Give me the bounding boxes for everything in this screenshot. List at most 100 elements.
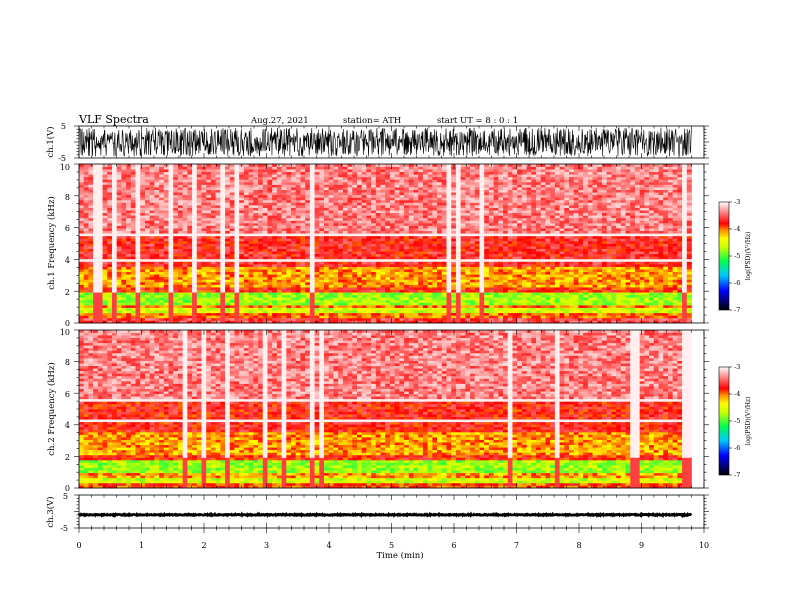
spectrogram-cell <box>441 235 447 239</box>
spectrogram-cell <box>168 299 174 303</box>
spectrogram-cell <box>93 317 99 321</box>
spectrogram-cell <box>79 269 85 273</box>
spectrogram-cell <box>144 307 151 311</box>
spectrogram-cell <box>163 317 169 321</box>
spectrogram-cell <box>116 205 122 208</box>
spectrogram-cell <box>291 297 297 301</box>
spectrogram-cell <box>319 294 325 298</box>
spectrogram-cell <box>121 181 127 185</box>
spectrogram-cell <box>338 238 344 242</box>
spectrogram-cell <box>239 230 245 234</box>
spectrogram-cell <box>295 233 301 237</box>
spectrogram-cell <box>366 230 372 234</box>
spectrogram-cell <box>97 320 103 324</box>
spectrogram-cell <box>413 225 419 229</box>
spectrogram-cell <box>300 179 306 183</box>
spectrogram-cell <box>135 248 141 252</box>
spectrogram-cell <box>295 246 301 249</box>
spectrogram-cell <box>437 243 443 247</box>
spectrogram-cell <box>239 202 245 206</box>
spectrogram-cell <box>404 312 410 316</box>
spectrogram-cell <box>187 279 193 283</box>
spectrogram-cell <box>253 276 259 280</box>
spectrogram-cell <box>210 253 216 257</box>
spectrogram-cell <box>319 230 325 234</box>
spectrogram-cell <box>97 181 103 185</box>
spectrogram-cell <box>422 284 428 288</box>
spectrogram-cell <box>262 217 268 221</box>
spectrogram-cell <box>159 174 165 178</box>
spectrogram-cell <box>422 287 428 291</box>
spectrogram-cell <box>267 222 273 226</box>
spectrogram-cell <box>135 210 141 214</box>
spectrogram-cell <box>432 253 438 257</box>
spectrogram-cell <box>262 184 268 188</box>
spectrogram-cell <box>201 251 207 255</box>
spectrogram-cell <box>338 253 344 257</box>
spectrogram-cell <box>116 210 122 214</box>
spectrogram-cell <box>102 297 108 301</box>
spectrogram-cell <box>305 281 311 285</box>
spectrogram-cell <box>220 238 226 242</box>
spectrogram-cell <box>408 235 414 239</box>
spectrogram-cell <box>314 279 320 283</box>
spectrogram-cell <box>408 197 414 201</box>
spectrogram-cell <box>389 230 396 234</box>
spectrogram-cell <box>371 199 377 203</box>
spectrogram-cell <box>88 217 94 221</box>
spectrogram-cell <box>192 284 198 288</box>
spectrogram-cell <box>243 243 249 247</box>
spectrogram-cell <box>352 171 358 175</box>
spectrogram-cell <box>366 207 372 211</box>
spectrogram-cell <box>253 238 259 242</box>
spectrogram-cell <box>111 281 118 285</box>
spectrogram-cell <box>116 222 122 226</box>
spectrogram-cell <box>314 243 320 247</box>
spectrogram-cell <box>281 192 287 196</box>
spectrogram-cell <box>361 246 367 249</box>
spectrogram-cell <box>135 281 141 285</box>
spectrogram-cell <box>79 169 85 173</box>
spectrogram-cell <box>427 312 433 316</box>
spectrogram-cell <box>394 171 400 175</box>
spectrogram-cell <box>187 171 193 175</box>
spectrogram-cell <box>206 276 212 280</box>
spectrogram-cell <box>389 202 396 206</box>
spectrogram-cell <box>243 251 249 255</box>
spectrogram-cell <box>418 292 424 296</box>
spectrogram-cell <box>135 235 141 239</box>
spectrogram-cell <box>380 166 386 170</box>
spectrogram-cell <box>375 187 381 190</box>
spectrogram-cell <box>102 215 108 219</box>
spectrogram-cell <box>79 307 85 311</box>
spectrogram-cell <box>300 299 306 303</box>
spectrogram-cell <box>187 315 193 319</box>
spectrogram-cell <box>116 176 122 180</box>
spectrogram-cell <box>399 302 405 306</box>
spectrogram-cell <box>347 238 353 242</box>
spectrogram-cell <box>88 315 94 319</box>
spectrogram-cell <box>347 243 353 247</box>
spectrogram-cell <box>262 228 268 232</box>
spectrogram-cell <box>168 189 174 193</box>
spectrogram-cell <box>272 164 278 167</box>
spectrogram-cell <box>210 222 216 226</box>
spectrogram-cell <box>262 230 268 234</box>
spectrogram-cell <box>319 258 325 262</box>
spectrogram-cell <box>154 174 160 178</box>
spectrogram-cell <box>286 246 292 249</box>
spectrogram-cell <box>159 228 165 232</box>
spectrogram-cell <box>291 205 297 208</box>
spectrogram-cell <box>300 289 306 293</box>
spectrogram-cell <box>93 194 99 198</box>
spectrogram-cell <box>201 258 207 262</box>
spectrogram-cell <box>286 320 292 324</box>
spectrogram-cell <box>404 302 410 306</box>
spectrogram-cell <box>352 210 358 214</box>
spectrogram-cell <box>286 217 292 221</box>
spectrogram-cell <box>121 217 127 221</box>
spectrogram-cell <box>404 171 410 175</box>
spectrogram-cell <box>267 225 273 229</box>
spectrogram-cell <box>239 261 245 265</box>
spectrogram-cell <box>243 279 249 283</box>
